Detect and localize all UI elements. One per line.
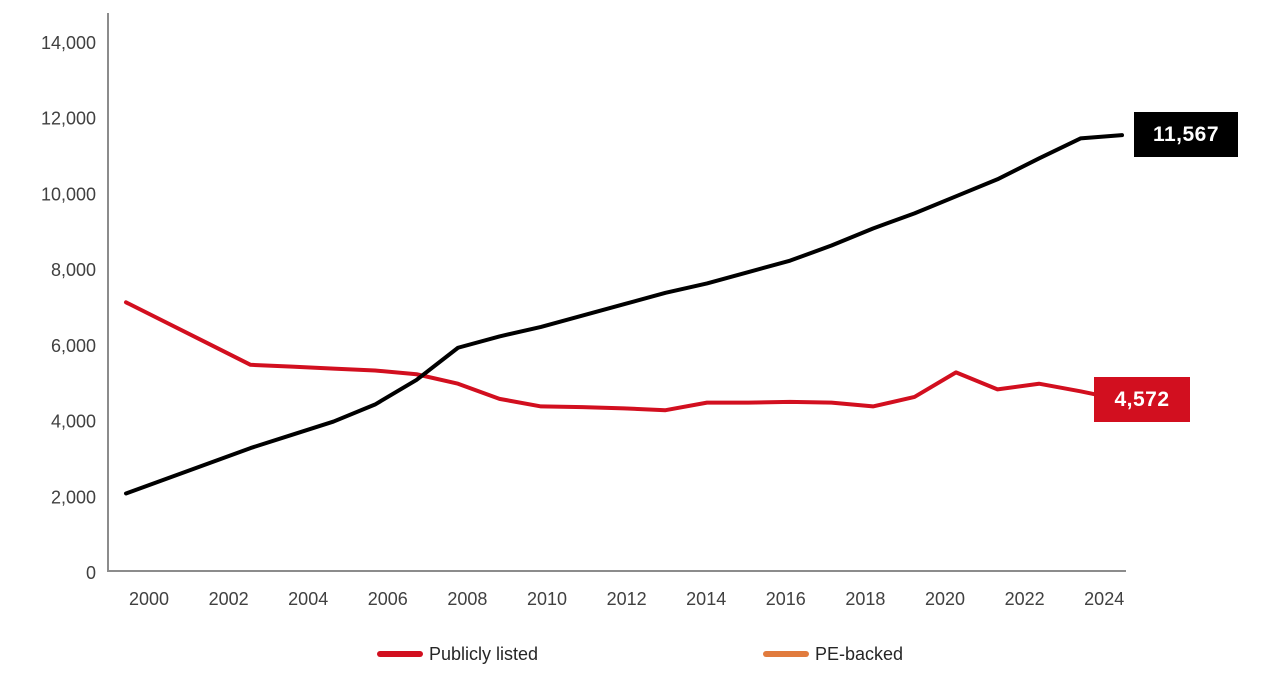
x-tick-label: 2008 (447, 589, 487, 609)
x-tick-label: 2006 (368, 589, 408, 609)
x-tick-label: 2000 (129, 589, 169, 609)
x-tick-label: 2004 (288, 589, 328, 609)
series-line-pe-backed (124, 133, 1124, 496)
chart-legend: Publicly listed PE-backed (0, 645, 1280, 663)
y-tick-label: 2,000 (51, 487, 96, 507)
x-tick-label: 2022 (1005, 589, 1045, 609)
legend-item-publicly-listed: Publicly listed (376, 644, 538, 664)
y-tick-label: 4,000 (51, 412, 96, 432)
y-tick-label: 12,000 (41, 109, 96, 129)
legend-label-publicly-listed: Publicly listed (428, 644, 538, 664)
y-tick-label: 8,000 (51, 260, 96, 280)
x-tick-label: 2010 (527, 589, 567, 609)
y-tick-label: 10,000 (41, 184, 96, 204)
y-tick-label: 6,000 (51, 336, 96, 356)
x-tick-label: 2016 (766, 589, 806, 609)
legend-item-pe-backed: PE-backed (762, 644, 904, 664)
x-tick-label: 2012 (607, 589, 647, 609)
publicly-listed-value-badge: 4,572 (1094, 377, 1190, 422)
publicly-listed-line-swatch (376, 651, 423, 657)
x-tick-label: 2024 (1084, 589, 1124, 609)
y-tick-label: 14,000 (41, 33, 96, 53)
x-tick-label: 2020 (925, 589, 965, 609)
pe-backed-value-badge: 11,567 (1134, 112, 1238, 157)
series-line-publicly-listed (124, 300, 1124, 413)
legend-label-pe-backed: PE-backed (814, 644, 904, 664)
x-tick-label: 2018 (845, 589, 885, 609)
x-tick-label: 2014 (686, 589, 726, 609)
x-tick-label: 2002 (209, 589, 249, 609)
y-tick-label: 0 (86, 563, 96, 583)
pe-backed-line-swatch (762, 651, 809, 657)
